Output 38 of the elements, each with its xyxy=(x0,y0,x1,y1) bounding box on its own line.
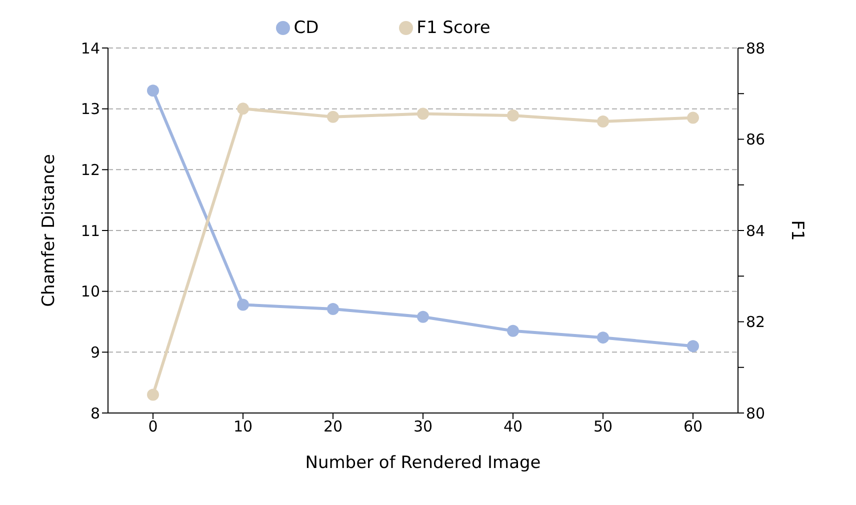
x-tick-label: 60 xyxy=(683,418,703,436)
y-tick-label: 10 xyxy=(80,282,100,301)
point xyxy=(147,84,159,97)
point xyxy=(507,324,519,337)
point xyxy=(597,115,609,128)
x-tick-label: 20 xyxy=(323,418,343,436)
y2-tick-label: 82 xyxy=(746,313,766,332)
y2-tick-label: 88 xyxy=(746,39,766,58)
x-tick-label: 10 xyxy=(233,418,253,436)
y-tick-label: 14 xyxy=(80,39,100,58)
x-tick-label: 50 xyxy=(593,418,613,436)
x-tick-label: 0 xyxy=(148,418,158,436)
point xyxy=(327,302,339,315)
y-tick-label: 11 xyxy=(80,222,100,240)
y2-tick-label: 80 xyxy=(746,404,766,422)
legend-label: CD xyxy=(294,18,319,38)
y-tick-label: 12 xyxy=(80,160,100,179)
point xyxy=(507,110,519,122)
point xyxy=(687,340,699,352)
point xyxy=(237,298,249,311)
x-tick-label: 30 xyxy=(413,418,433,436)
legend-label: F1 Score xyxy=(416,18,490,38)
y2-tick-label: 84 xyxy=(746,222,766,240)
y-axis-title: Chamfer Distance xyxy=(39,154,60,307)
point xyxy=(327,110,339,123)
point xyxy=(237,102,249,115)
point xyxy=(417,108,429,120)
y2-axis-title: F1 xyxy=(786,220,807,241)
y2-tick-label: 86 xyxy=(746,130,766,149)
x-tick-label: 40 xyxy=(503,418,523,436)
point xyxy=(417,310,429,323)
y-tick-label: 8 xyxy=(90,404,100,422)
point xyxy=(597,332,609,344)
point xyxy=(687,112,699,124)
y-tick-label: 13 xyxy=(80,100,100,118)
point xyxy=(147,388,159,401)
x-axis-title: Number of Rendered Image xyxy=(305,453,541,473)
y-tick-label: 9 xyxy=(90,343,100,362)
